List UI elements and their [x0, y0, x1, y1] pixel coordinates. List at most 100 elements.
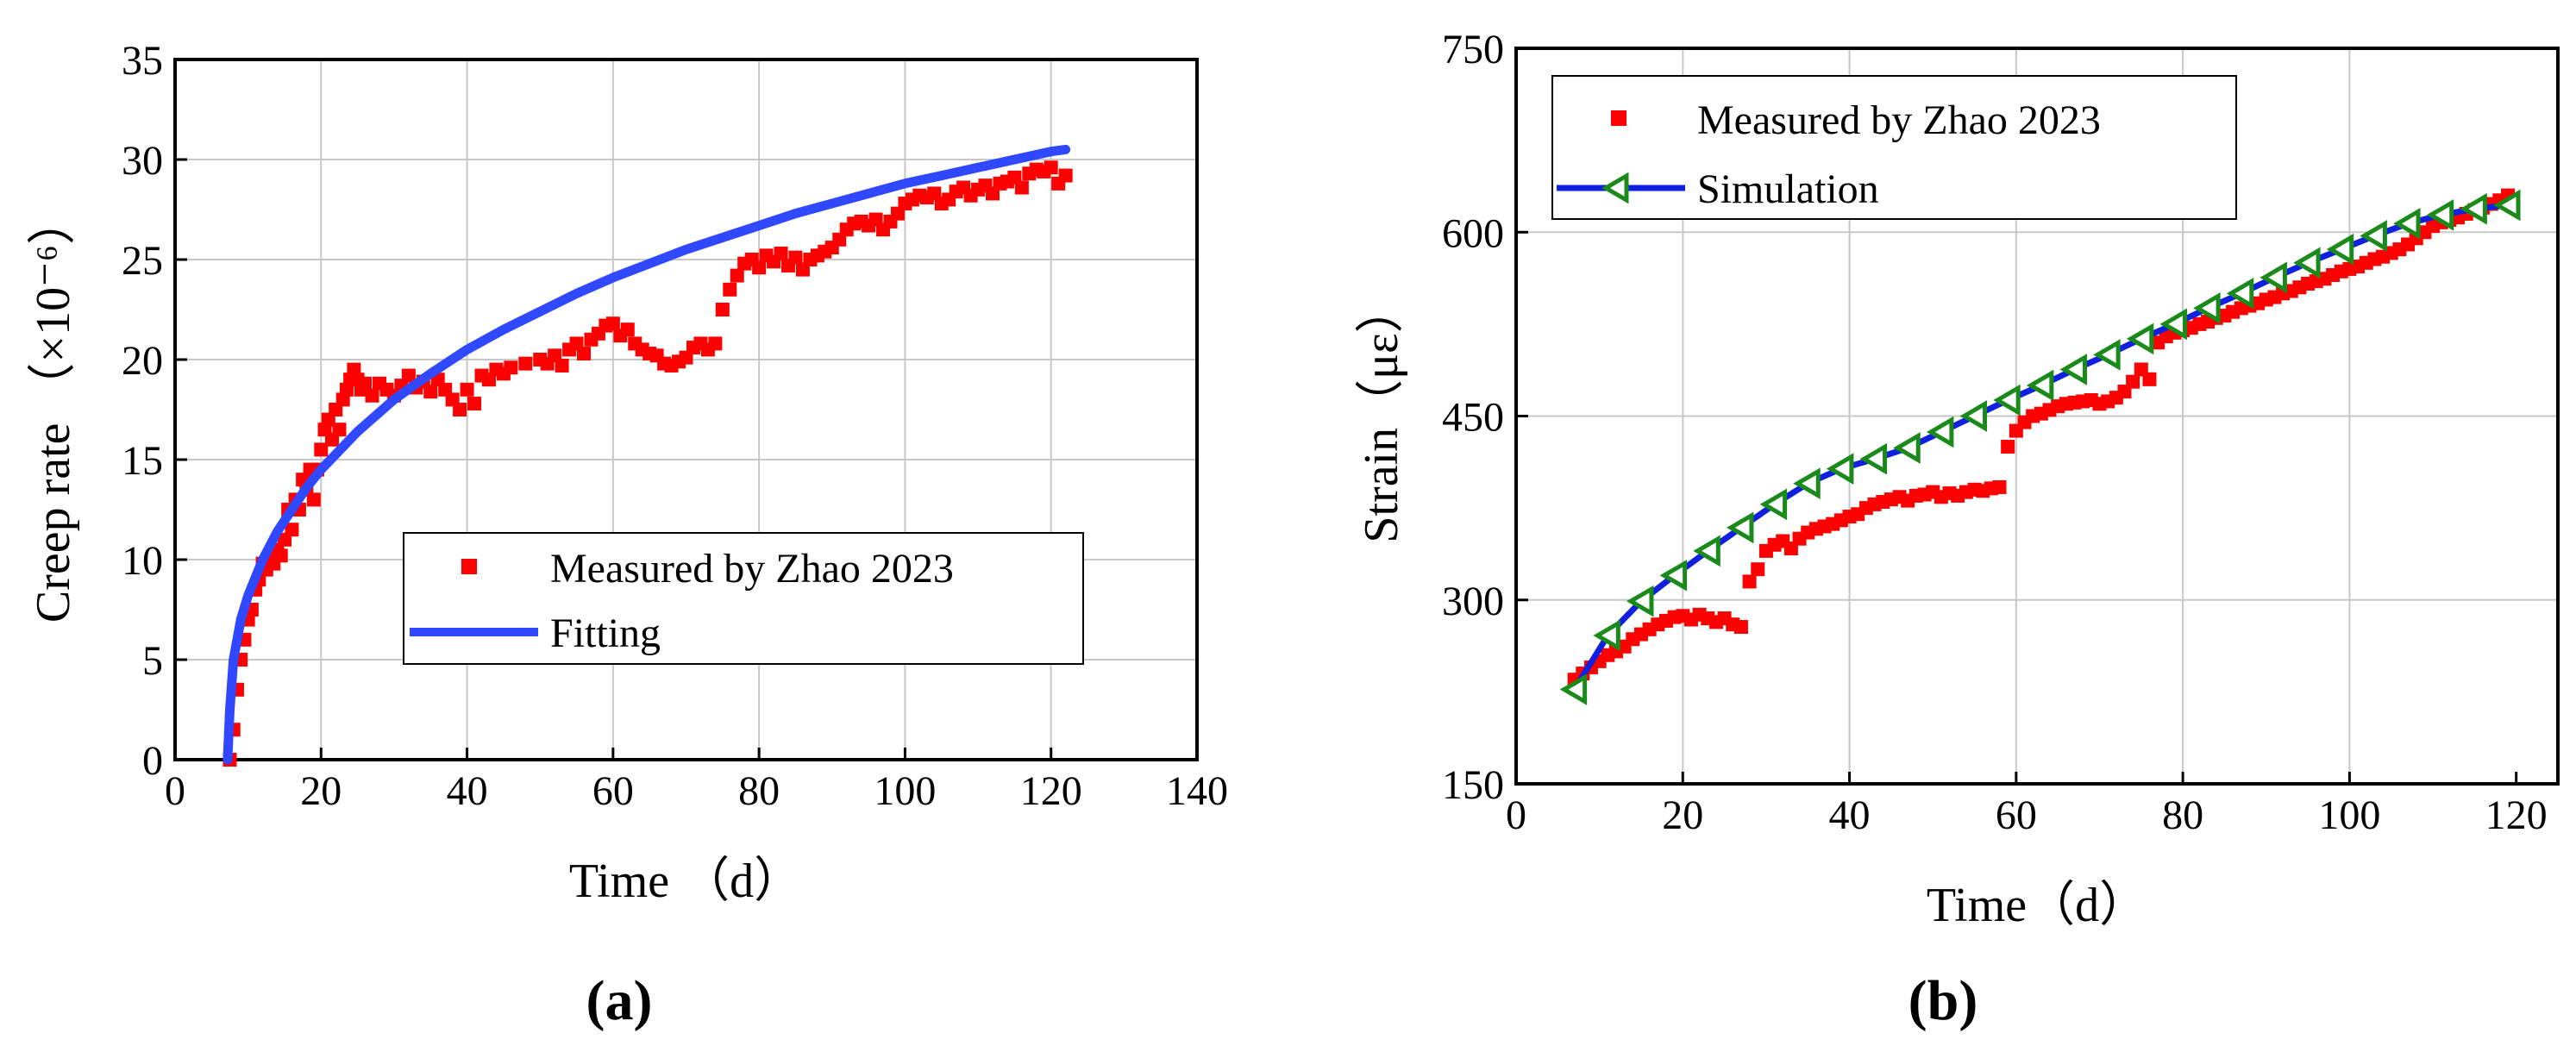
- simulation-point-b: [2393, 207, 2421, 240]
- measured-point-a: [358, 376, 373, 391]
- measured-point-a: [467, 397, 482, 411]
- simulation-point-b: [1826, 453, 1854, 485]
- panel-a: 0 20 40 60 80 100 120 140 0 5 10 15 20 25 30 35 Time （d…: [27, 38, 1228, 1032]
- x-tick-label-b: 0: [1506, 792, 1526, 838]
- panel-label-b: (b): [1908, 969, 1978, 1032]
- measured-point-a: [620, 322, 635, 337]
- simulation-point-b: [1759, 488, 1788, 521]
- simulation-point-b: [1726, 511, 1754, 544]
- y-tick-label-a: 20: [122, 338, 163, 384]
- measured-point-a: [306, 492, 321, 507]
- simulation-point-b: [1693, 535, 1720, 567]
- fitting-line-a: [223, 144, 1071, 765]
- legend-label-measured-b: Measured by Zhao 2023: [1697, 97, 2101, 143]
- measured-point-a: [730, 268, 744, 283]
- measured-point-a: [504, 360, 518, 375]
- grid-a: [175, 59, 1197, 760]
- y-tick-label-b: 750: [1442, 27, 1504, 72]
- measured-point-b: [1992, 479, 2007, 494]
- measured-point-a: [577, 347, 591, 361]
- measured-point-b: [1751, 562, 1765, 577]
- x-tick-label-a: 120: [1020, 768, 1082, 814]
- y-axis-label-b: Strain（με）: [1355, 285, 1408, 542]
- legend-label-fitting-a: Fitting: [550, 611, 661, 656]
- y-axis-label-a: Creep rate （×10⁻⁶）: [27, 197, 80, 623]
- y-tick-label-a: 15: [122, 438, 163, 484]
- y-tick-label-b: 150: [1442, 762, 1504, 808]
- simulation-point-b: [2460, 192, 2487, 225]
- measured-point-a: [1058, 168, 1073, 183]
- measured-point-a: [273, 548, 288, 563]
- x-tick-label-a: 140: [1166, 768, 1228, 814]
- measured-point-a: [453, 403, 467, 416]
- simulation-point-b: [1926, 416, 1954, 448]
- plot-frame-a: [173, 58, 1199, 761]
- panel-label-a: (a): [586, 969, 653, 1032]
- x-tick-label-a: 20: [300, 768, 342, 814]
- measured-point-a: [723, 282, 737, 297]
- measured-point-a: [715, 303, 730, 316]
- x-tick-label-b: 120: [2485, 792, 2548, 838]
- y-tick-label-a: 25: [122, 238, 163, 284]
- measured-point-b: [1742, 574, 1757, 589]
- x-tick-label-a: 0: [165, 768, 185, 814]
- x-tick-label-a: 40: [447, 768, 488, 814]
- y-tick-label-a: 5: [142, 638, 163, 684]
- series-a: [223, 144, 1073, 767]
- y-tick-label-b: 450: [1442, 395, 1504, 441]
- measured-point-b: [2001, 440, 2015, 454]
- y-tick-label-a: 35: [122, 38, 163, 84]
- legend-box-a: [403, 532, 1084, 665]
- ticks-b: 0 20 40 60 80 100 120 150 300 450 600 750: [1442, 27, 2548, 838]
- y-tick-label-a: 30: [122, 138, 163, 184]
- simulation-point-b: [1993, 384, 2021, 416]
- simulation-point-b: [2293, 247, 2321, 279]
- measured-point-b: [2142, 372, 2157, 386]
- x-tick-label-b: 20: [1662, 792, 1703, 838]
- legend-label-simulation-b: Simulation: [1697, 166, 1879, 212]
- measured-point-a: [518, 356, 533, 371]
- measured-point-a: [708, 336, 723, 351]
- measured-point-a: [401, 368, 416, 383]
- x-tick-label-b: 60: [1996, 792, 2037, 838]
- simulation-point-b: [2126, 322, 2154, 355]
- x-tick-label-b: 80: [2162, 792, 2203, 838]
- measured-point-a: [605, 316, 620, 331]
- x-tick-label-a: 60: [592, 768, 634, 814]
- panel-b: 0 20 40 60 80 100 120 150 300 450 600 750 Time（d） S…: [1355, 27, 2560, 1032]
- y-tick-label-b: 300: [1442, 579, 1504, 624]
- x-axis-label-b: Time（d）: [1927, 879, 2147, 932]
- measured-point-a: [460, 382, 474, 397]
- legend-marker-measured-a: [461, 559, 477, 574]
- measured-point-a: [365, 388, 379, 403]
- measured-point-b: [1733, 620, 1748, 635]
- measured-point-a: [423, 385, 438, 399]
- y-tick-label-a: 0: [142, 738, 163, 784]
- y-tick-label-b: 600: [1442, 210, 1504, 256]
- y-tick-label-a: 10: [122, 538, 163, 584]
- simulation-point-b: [2193, 292, 2221, 324]
- simulation-point-b: [2059, 354, 2087, 385]
- x-axis-label-a: Time （d）: [569, 855, 802, 908]
- legend-marker-measured-b: [1611, 110, 1626, 126]
- simulation-point-b: [1793, 467, 1821, 500]
- legend-box-b: [1551, 75, 2237, 220]
- simulation-point-b: [2493, 189, 2521, 222]
- simulation-point-b: [1626, 585, 1654, 617]
- simulation-point-b: [2026, 369, 2054, 402]
- measured-point-a: [332, 423, 347, 437]
- simulation-point-b: [2159, 308, 2187, 341]
- x-tick-label-b: 40: [1829, 792, 1871, 838]
- measured-point-a: [774, 247, 788, 261]
- simulation-point-b: [2093, 339, 2121, 371]
- measured-point-a: [285, 523, 299, 537]
- x-tick-label-b: 100: [2318, 792, 2380, 838]
- legend-label-measured-a: Measured by Zhao 2023: [550, 546, 954, 592]
- measured-point-a: [555, 358, 569, 373]
- simulation-point-b: [2426, 198, 2454, 231]
- legend-a: Measured by Zhao 2023 Fitting: [403, 532, 1084, 665]
- measured-point-a: [752, 260, 767, 275]
- simulation-point-b: [1659, 559, 1688, 592]
- simulation-point-b: [2360, 220, 2387, 252]
